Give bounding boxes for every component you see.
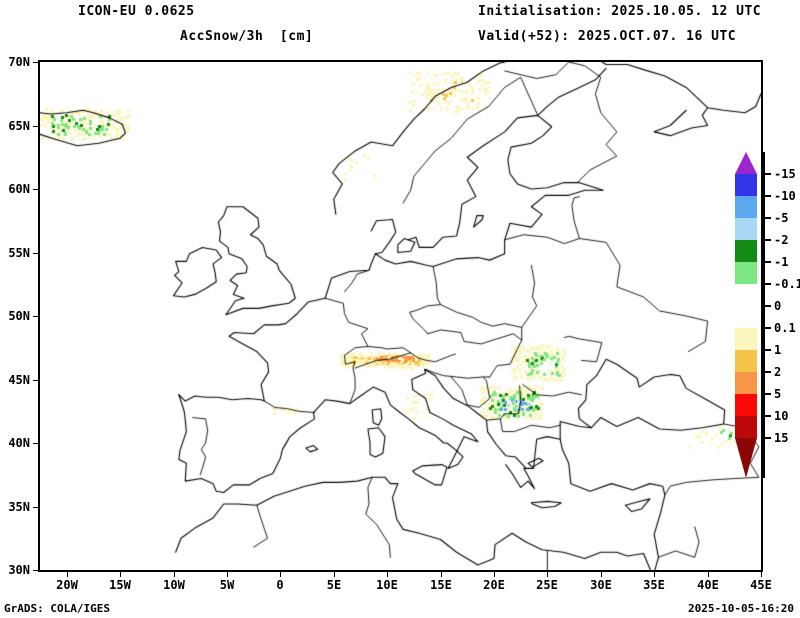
colorbar-tick: [763, 217, 771, 219]
x-tick: [441, 572, 442, 577]
x-axis-label: 35E: [643, 578, 665, 592]
x-tick: [387, 572, 388, 577]
colorbar-tick: [763, 239, 771, 241]
y-axis-label: 45N: [8, 373, 30, 387]
x-axis-label: 5W: [219, 578, 235, 592]
colorbar-tick: [763, 437, 771, 439]
colorbar-tick-label: 0: [774, 299, 782, 313]
colorbar-band: [735, 240, 757, 262]
y-axis-label: 55N: [8, 246, 30, 260]
colorbar-band: [735, 174, 757, 196]
x-tick: [708, 572, 709, 577]
x-axis-label: 40E: [697, 578, 719, 592]
colorbar-band: [735, 372, 757, 394]
colorbar-tick-label: 10: [774, 409, 789, 423]
colorbar-tick: [763, 415, 771, 417]
x-axis-label: 45E: [750, 578, 772, 592]
x-tick: [654, 572, 655, 577]
x-tick: [601, 572, 602, 577]
x-tick: [120, 572, 121, 577]
valid-time-label: Valid(+52): 2025.OCT.07. 16 UTC: [478, 29, 737, 44]
initialisation-label: Initialisation: 2025.10.05. 12 UTC: [478, 4, 762, 19]
colorbar-tick: [763, 349, 771, 351]
colorbar-band: [735, 306, 757, 328]
colorbar-tick: [763, 283, 771, 285]
y-tick: [33, 62, 38, 63]
x-axis-label: 15W: [109, 578, 131, 592]
generation-timestamp: 2025-10-05-16:20: [688, 602, 794, 615]
grads-credit: GrADS: COLA/IGES: [4, 602, 110, 615]
x-axis-label: 10E: [376, 578, 398, 592]
x-axis-label: 25E: [536, 578, 558, 592]
x-tick: [494, 572, 495, 577]
y-tick: [33, 189, 38, 190]
y-axis-label: 65N: [8, 119, 30, 133]
y-tick: [33, 507, 38, 508]
colorbar-tick: [763, 173, 771, 175]
colorbar-tick-label: 5: [774, 387, 782, 401]
x-tick: [334, 572, 335, 577]
colorbar-tick-label: -10: [774, 189, 796, 203]
map-plot-area: [38, 60, 763, 572]
colorbar-tick-label: -2: [774, 233, 789, 247]
colorbar-tick: [763, 327, 771, 329]
colorbar-tick-label: 2: [774, 365, 782, 379]
y-tick: [33, 253, 38, 254]
coastline-layer: [40, 62, 761, 570]
x-tick: [174, 572, 175, 577]
colorbar-top-arrow: [735, 152, 757, 174]
x-tick: [67, 572, 68, 577]
y-tick: [33, 316, 38, 317]
colorbar-tick: [763, 195, 771, 197]
colorbar-band: [735, 218, 757, 240]
y-tick: [33, 126, 38, 127]
colorbar-tick: [763, 371, 771, 373]
colorbar-tick-label: -0.1: [774, 277, 800, 291]
y-tick: [33, 443, 38, 444]
x-tick: [761, 572, 762, 577]
y-axis-label: 60N: [8, 182, 30, 196]
colorbar-band: [735, 328, 757, 350]
y-tick: [33, 570, 38, 571]
y-tick: [33, 380, 38, 381]
x-tick: [227, 572, 228, 577]
x-axis-label: 20E: [483, 578, 505, 592]
field-title: AccSnow/3h [cm]: [180, 29, 314, 44]
x-tick: [547, 572, 548, 577]
colorbar-tick-label: 0.1: [774, 321, 796, 335]
x-axis-label: 15E: [430, 578, 452, 592]
colorbar-tick: [763, 393, 771, 395]
colorbar-band: [735, 416, 757, 438]
x-axis-label: 10W: [163, 578, 185, 592]
colorbar-band: [735, 284, 757, 306]
colorbar-band: [735, 262, 757, 284]
y-axis-label: 40N: [8, 436, 30, 450]
x-axis-label: 5E: [326, 578, 342, 592]
model-title: ICON-EU 0.0625: [78, 4, 195, 19]
colorbar-tick: [763, 305, 771, 307]
x-axis-label: 30E: [590, 578, 612, 592]
x-tick: [280, 572, 281, 577]
colorbar-band: [735, 394, 757, 416]
colorbar-tick: [763, 261, 771, 263]
colorbar-band: [735, 196, 757, 218]
x-axis-label: 20W: [56, 578, 78, 592]
x-axis-label: 0: [276, 578, 284, 592]
y-axis-label: 70N: [8, 55, 30, 69]
y-axis-label: 35N: [8, 500, 30, 514]
colorbar-tick-label: 15: [774, 431, 789, 445]
colorbar-bottom-arrow: [735, 438, 757, 478]
colorbar-tick-label: 1: [774, 343, 782, 357]
colorbar-tick-label: -1: [774, 255, 789, 269]
colorbar-bands: [735, 174, 757, 438]
colorbar-band: [735, 350, 757, 372]
y-axis-label: 50N: [8, 309, 30, 323]
y-axis-label: 30N: [8, 563, 30, 577]
colorbar-tick-label: -5: [774, 211, 789, 225]
colorbar-axis-line: [763, 152, 765, 478]
colorbar-tick-label: -15: [774, 167, 796, 181]
